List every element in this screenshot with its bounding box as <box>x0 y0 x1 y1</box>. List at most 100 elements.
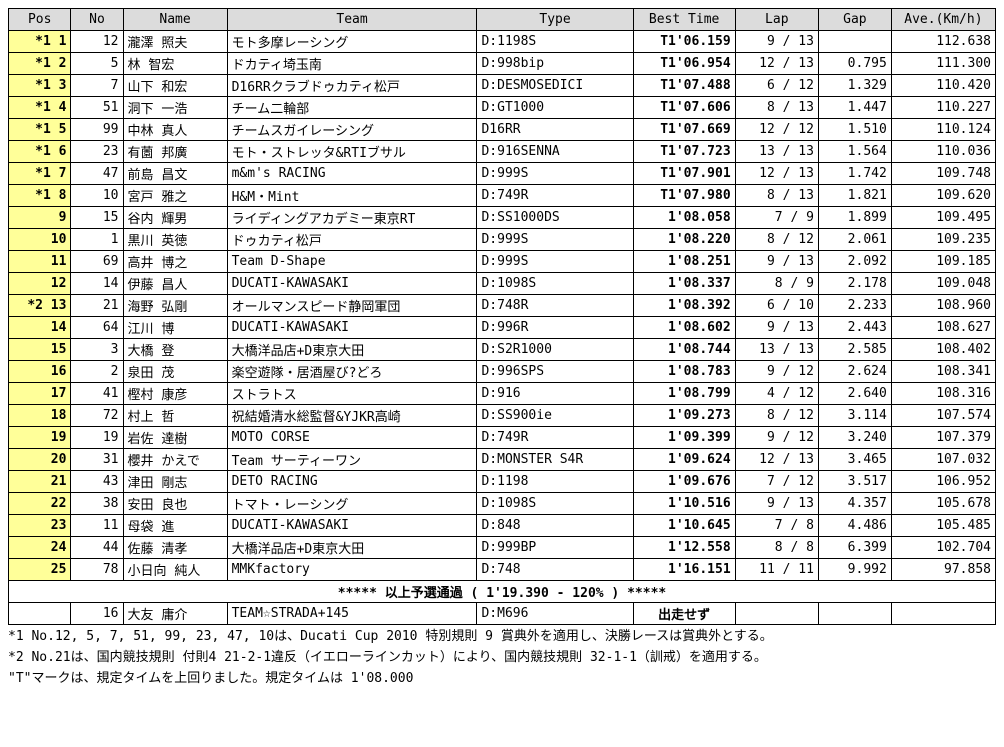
cell-name: 前島 昌文 <box>123 163 227 185</box>
header-row: Pos No Name Team Type Best Time Lap Gap … <box>9 9 996 31</box>
cell-type: D:996SPS <box>477 361 633 383</box>
cell-no: 99 <box>71 119 123 141</box>
cell-lap: 8 / 12 <box>735 229 818 251</box>
cell-no: 7 <box>71 75 123 97</box>
cell-pos: 14 <box>9 317 71 339</box>
cell-no: 44 <box>71 537 123 559</box>
cell-lap: 9 / 13 <box>735 251 818 273</box>
cell-name: 林 智宏 <box>123 53 227 75</box>
cell-type: D:748 <box>477 559 633 581</box>
cell-no: 10 <box>71 185 123 207</box>
cell-lap: 8 / 12 <box>735 405 818 427</box>
cell-name: 中林 真人 <box>123 119 227 141</box>
table-row: *2 1321海野 弘剛オールマンスピード静岡軍団D:748R1'08.3926… <box>9 295 996 317</box>
cell-team: DETO RACING <box>227 471 477 493</box>
cell-pos: *1 6 <box>9 141 71 163</box>
cell-name: 高井 博之 <box>123 251 227 273</box>
cell-ave: 107.379 <box>891 427 995 449</box>
cell-gap: 2.178 <box>818 273 891 295</box>
cell-lap <box>735 603 818 625</box>
table-row: *1 451洞下 一浩チーム二輪部D:GT1000T1'07.6068 / 13… <box>9 97 996 119</box>
cell-team: TEAM☆STRADA+145 <box>227 603 477 625</box>
header-team: Team <box>227 9 477 31</box>
cell-pos: 9 <box>9 207 71 229</box>
cell-best: 出走せず <box>633 603 735 625</box>
cell-name: 伊藤 昌人 <box>123 273 227 295</box>
table-row: 1919岩佐 達樹MOTO CORSED:749R1'09.3999 / 123… <box>9 427 996 449</box>
cell-lap: 7 / 12 <box>735 471 818 493</box>
cell-team: ストラトス <box>227 383 477 405</box>
cell-pos: *1 4 <box>9 97 71 119</box>
cell-pos: 24 <box>9 537 71 559</box>
cell-best: T1'06.954 <box>633 53 735 75</box>
cell-team: ライディングアカデミー東京RT <box>227 207 477 229</box>
cell-team: Team D-Shape <box>227 251 477 273</box>
cell-best: 1'08.602 <box>633 317 735 339</box>
cell-team: 大橋洋品店+D東京大田 <box>227 339 477 361</box>
header-ave: Ave.(Km/h) <box>891 9 995 31</box>
cell-ave: 102.704 <box>891 537 995 559</box>
cell-ave: 97.858 <box>891 559 995 581</box>
header-no: No <box>71 9 123 31</box>
cell-best: T1'07.980 <box>633 185 735 207</box>
cell-lap: 12 / 13 <box>735 163 818 185</box>
cell-no: 69 <box>71 251 123 273</box>
cell-pos: 11 <box>9 251 71 273</box>
cell-name: 洞下 一浩 <box>123 97 227 119</box>
table-row: *1 623有薗 邦廣モト・ストレッタ&RTIブサルD:916SENNAT1'0… <box>9 141 996 163</box>
cell-team: チーム二輪部 <box>227 97 477 119</box>
cell-team: チームスガイレーシング <box>227 119 477 141</box>
header-lap: Lap <box>735 9 818 31</box>
cell-best: 1'10.645 <box>633 515 735 537</box>
cell-lap: 9 / 12 <box>735 361 818 383</box>
cell-ave: 107.032 <box>891 449 995 471</box>
cell-name: 母袋 進 <box>123 515 227 537</box>
table-row: 1464江川 博DUCATI-KAWASAKID:996R1'08.6029 /… <box>9 317 996 339</box>
cell-no: 15 <box>71 207 123 229</box>
cell-no: 19 <box>71 427 123 449</box>
cell-ave: 110.420 <box>891 75 995 97</box>
cell-name: 海野 弘剛 <box>123 295 227 317</box>
cell-gap: 1.821 <box>818 185 891 207</box>
cell-team: D16RRクラブドゥカティ松戸 <box>227 75 477 97</box>
footnote-line: *2 No.21は、国内競技規則 付則4 21-2-1違反（イエローラインカット… <box>8 648 996 669</box>
cell-name: 岩佐 達樹 <box>123 427 227 449</box>
cell-no: 41 <box>71 383 123 405</box>
cell-gap: 2.092 <box>818 251 891 273</box>
cell-name: 津田 剛志 <box>123 471 227 493</box>
cell-type: D:916 <box>477 383 633 405</box>
cell-best: T1'07.669 <box>633 119 735 141</box>
cell-ave: 108.402 <box>891 339 995 361</box>
header-type: Type <box>477 9 633 31</box>
cell-pos <box>9 603 71 625</box>
table-row: 153大橋 登大橋洋品店+D東京大田D:S2R10001'08.74413 / … <box>9 339 996 361</box>
cell-name: 安田 良也 <box>123 493 227 515</box>
table-row: 2444佐藤 清孝大橋洋品店+D東京大田D:999BP1'12.5588 / 8… <box>9 537 996 559</box>
cell-lap: 8 / 13 <box>735 185 818 207</box>
cell-gap: 1.899 <box>818 207 891 229</box>
cell-gap: 3.465 <box>818 449 891 471</box>
cell-no: 2 <box>71 361 123 383</box>
cell-no: 47 <box>71 163 123 185</box>
cell-type: D:1198 <box>477 471 633 493</box>
cell-pos: *1 8 <box>9 185 71 207</box>
cell-gap <box>818 31 891 53</box>
cell-team: モト・ストレッタ&RTIブサル <box>227 141 477 163</box>
cell-ave: 106.952 <box>891 471 995 493</box>
table-row: *1 599中林 真人チームスガイレーシングD16RRT1'07.66912 /… <box>9 119 996 141</box>
cell-name: 宮戸 雅之 <box>123 185 227 207</box>
header-pos: Pos <box>9 9 71 31</box>
cell-name: 瀧澤 照夫 <box>123 31 227 53</box>
cell-gap: 6.399 <box>818 537 891 559</box>
cell-type: D:DESMOSEDICI <box>477 75 633 97</box>
cell-gap: 2.585 <box>818 339 891 361</box>
cell-pos: 25 <box>9 559 71 581</box>
cell-ave: 107.574 <box>891 405 995 427</box>
cell-ave: 110.124 <box>891 119 995 141</box>
cell-type: D:749R <box>477 427 633 449</box>
cell-type: D:748R <box>477 295 633 317</box>
cell-type: D16RR <box>477 119 633 141</box>
cell-best: 1'08.058 <box>633 207 735 229</box>
cell-team: H&M・Mint <box>227 185 477 207</box>
cell-lap: 12 / 13 <box>735 53 818 75</box>
